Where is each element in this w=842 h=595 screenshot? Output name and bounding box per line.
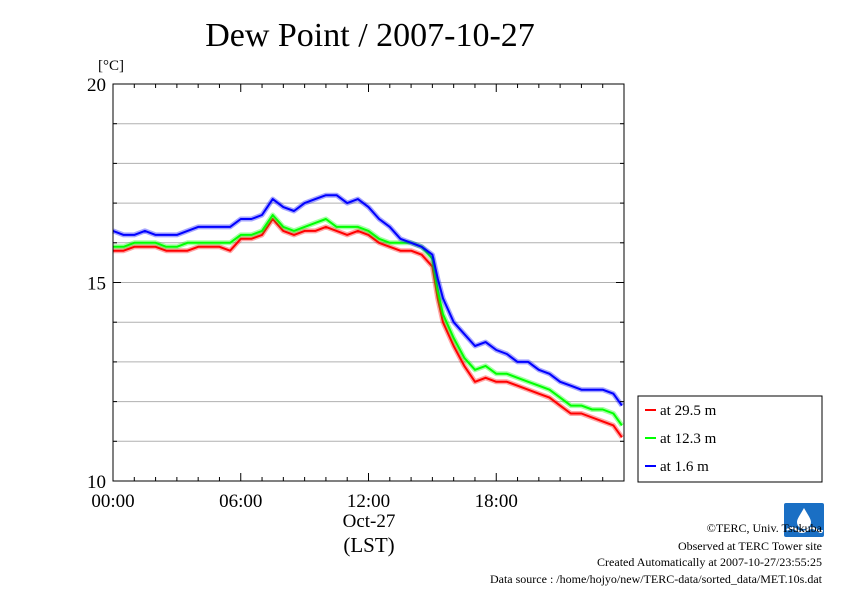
y-tick-label: 10 [87,472,106,493]
legend-frame [637,395,823,483]
y-tick-label: 15 [87,274,106,295]
footer-created: Created Automatically at 2007-10-27/23:5… [597,555,822,569]
footer-copyright: ©TERC, Univ. Tsukuba [707,521,823,535]
x-tick-label: 18:00 [475,491,518,512]
series-halo [113,216,624,439]
y-axis-unit-label: [°C] [98,58,124,74]
footer-observed: Observed at TERC Tower site [678,539,822,553]
x-axis-date-label: Oct-27 [343,511,396,532]
series-line [113,218,623,438]
chart-title: Dew Point / 2007-10-27 [205,17,535,54]
legend-label: at 12.3 m [660,431,717,447]
x-axis-title: (LST) [343,533,394,557]
drop-icon [797,508,811,529]
x-tick-label: 06:00 [219,491,262,512]
axis-ticks: 10 15 20 00:00 06:00 12:00 18:00 [87,75,625,512]
footer-source: Data source : /home/hojyo/new/TERC-data/… [490,572,823,586]
series-halo [112,192,624,408]
gridlines [113,123,624,442]
series-line [112,194,623,407]
x-tick-label: 00:00 [91,491,134,512]
y-tick-label: 20 [87,75,106,96]
legend-label: at 29.5 m [660,403,717,419]
series-line [113,214,623,426]
legend-label: at 1.6 m [660,459,709,475]
series-lines [112,192,624,439]
wave-icon [786,527,823,533]
legend: at 29.5 m at 12.3 m at 1.6 m [637,395,823,483]
terc-logo [784,503,824,537]
x-tick-label: 12:00 [347,491,390,512]
